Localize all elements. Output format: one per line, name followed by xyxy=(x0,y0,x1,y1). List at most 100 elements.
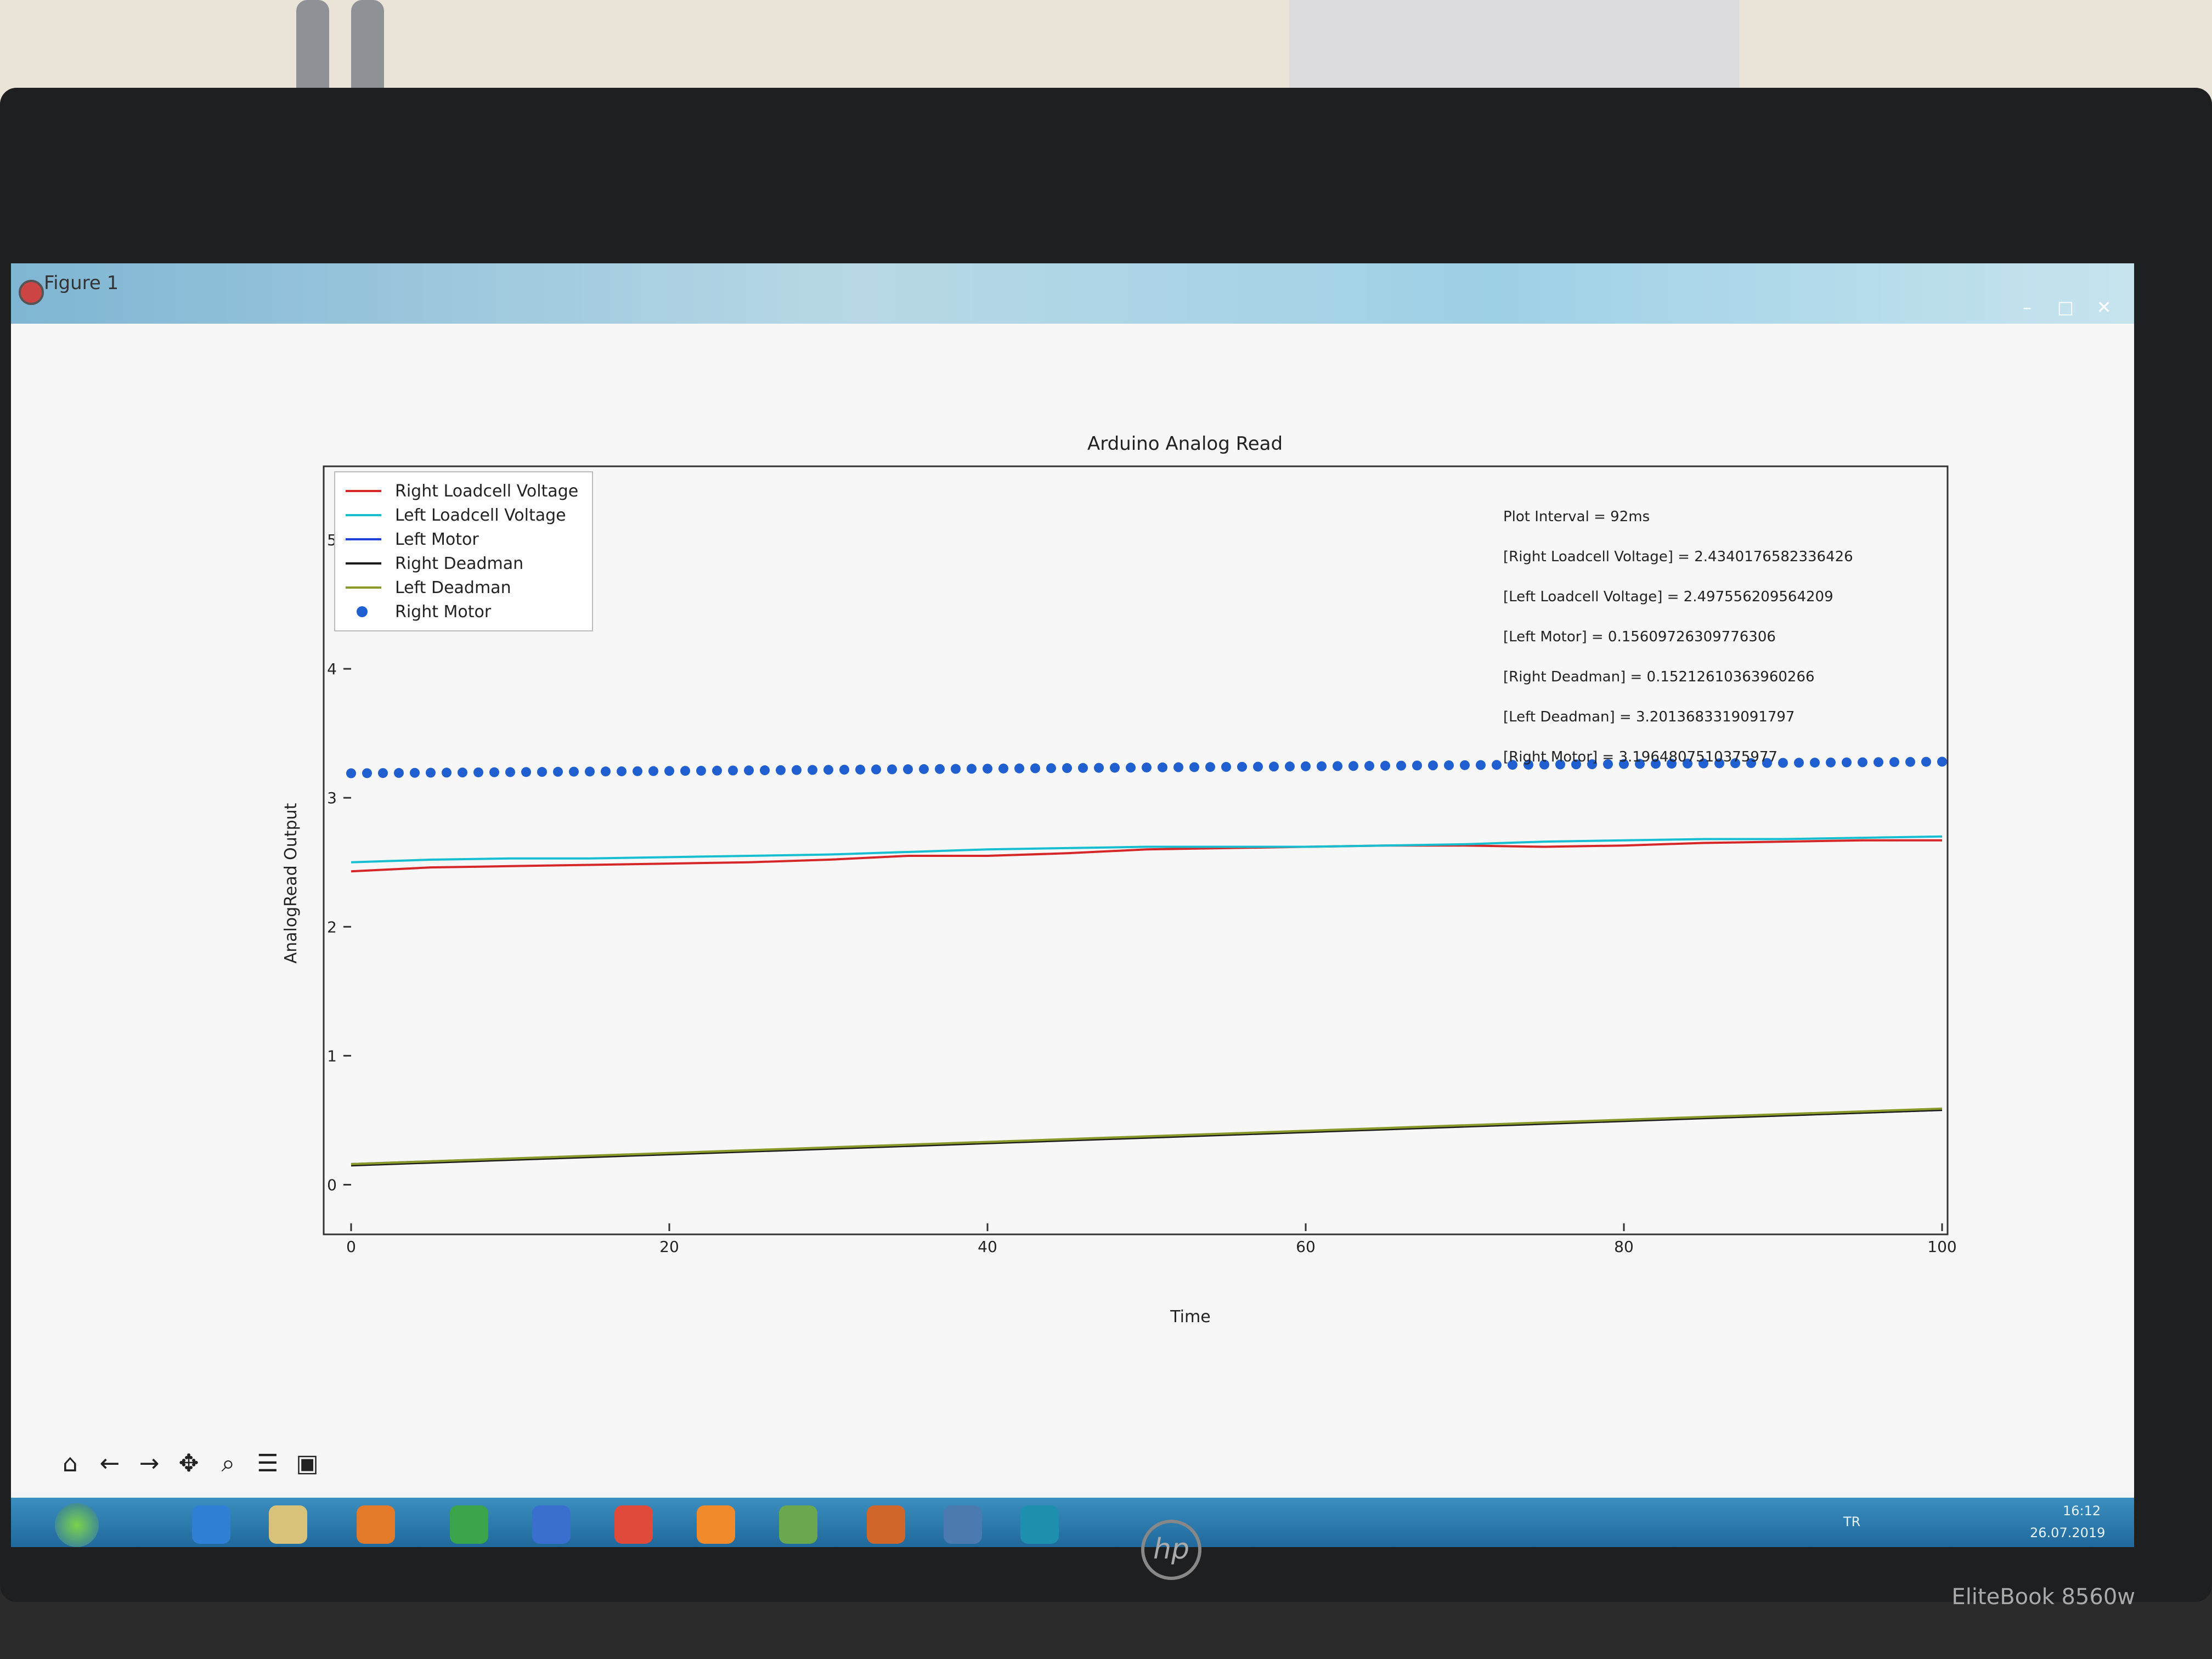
hp-logo: hp xyxy=(1141,1520,1201,1580)
pan-icon[interactable]: ✥ xyxy=(178,1449,199,1477)
right-motor-marker xyxy=(1730,758,1740,769)
x-tick-label: 60 xyxy=(1296,1238,1316,1256)
x-tick-label: 0 xyxy=(346,1238,356,1256)
right-motor-marker xyxy=(505,767,515,777)
right-motor-marker xyxy=(1269,761,1279,772)
right-motor-marker xyxy=(648,766,658,776)
right-motor-marker xyxy=(489,767,499,777)
window-titlebar: Figure 1 – □ ✕ xyxy=(11,263,2134,324)
internet-explorer-icon[interactable] xyxy=(192,1505,230,1544)
right-motor-marker xyxy=(362,768,372,778)
legend-label: Left Deadman xyxy=(395,578,511,597)
right-motor-marker xyxy=(1587,759,1597,770)
right-motor-marker xyxy=(1476,760,1486,770)
start-button[interactable] xyxy=(55,1503,99,1547)
right-motor-marker xyxy=(473,767,483,777)
legend: Right Loadcell Voltage Left Loadcell Volt… xyxy=(334,471,593,631)
right-motor-marker xyxy=(1348,761,1358,771)
zoom-icon[interactable]: ⌕ xyxy=(221,1449,235,1477)
legend-label: Left Loadcell Voltage xyxy=(395,506,566,525)
right-motor-marker xyxy=(1651,759,1661,769)
right-motor-marker xyxy=(1078,763,1088,773)
right-motor-marker xyxy=(1810,758,1820,768)
right-motor-marker xyxy=(1699,758,1708,769)
laptop-model-label: EliteBook 8560w xyxy=(1951,1584,2135,1610)
right-motor-marker xyxy=(1603,759,1613,769)
file-explorer-icon[interactable] xyxy=(269,1505,307,1544)
chrome-icon[interactable] xyxy=(614,1505,653,1544)
python-icon[interactable] xyxy=(944,1505,982,1544)
firefox-icon[interactable] xyxy=(697,1505,735,1544)
plot-frame xyxy=(323,465,1949,1235)
x-axis-label: Time xyxy=(1170,1307,1210,1327)
maximize-button[interactable]: □ xyxy=(2057,297,2074,318)
stock-app-icon[interactable] xyxy=(450,1505,488,1544)
annotation-text: [Left Loadcell Voltage] = 2.497556209564… xyxy=(1503,589,1833,605)
right-motor-marker xyxy=(1874,757,1883,768)
right-motor-marker xyxy=(1364,761,1374,771)
right-motor-marker xyxy=(919,764,929,774)
right-motor-marker xyxy=(346,768,356,778)
right-motor-marker xyxy=(442,768,452,778)
annotation-text: [Right Motor] = 3.1964807510375977 xyxy=(1503,749,1778,765)
legend-label: Right Loadcell Voltage xyxy=(395,482,578,501)
right-motor-marker xyxy=(1444,760,1454,770)
chart-title: Arduino Analog Read xyxy=(1087,433,1283,455)
legend-label: Left Motor xyxy=(395,530,479,549)
arduino-icon[interactable] xyxy=(1020,1505,1059,1544)
right-motor-marker xyxy=(1173,762,1183,772)
right-motor-marker xyxy=(1858,757,1867,768)
minimize-button[interactable]: – xyxy=(2023,297,2032,318)
right-motor-marker xyxy=(1762,758,1772,768)
right-motor-marker xyxy=(680,766,690,776)
windows-taskbar: TR 16:12 26.07.2019 xyxy=(11,1498,2134,1547)
right-motor-marker xyxy=(1333,761,1342,771)
media-player-icon[interactable] xyxy=(357,1505,395,1544)
clock-date[interactable]: 26.07.2019 xyxy=(2030,1525,2106,1541)
right-motor-marker xyxy=(1794,758,1804,768)
annotation-text: [Left Motor] = 0.15609726309776306 xyxy=(1503,629,1776,645)
matlab-icon[interactable] xyxy=(867,1505,905,1544)
right-motor-marker xyxy=(1683,758,1692,769)
wifi-app-icon[interactable] xyxy=(532,1505,571,1544)
clock-time[interactable]: 16:12 xyxy=(2063,1503,2101,1519)
legend-label: Right Deadman xyxy=(395,554,523,573)
app-icon[interactable] xyxy=(779,1505,817,1544)
right-motor-marker xyxy=(1412,760,1422,771)
right-motor-marker xyxy=(1301,761,1311,771)
close-button[interactable]: ✕ xyxy=(2096,297,2112,318)
save-icon[interactable]: ▣ xyxy=(296,1449,319,1477)
window-title: Figure 1 xyxy=(44,272,119,294)
right-motor-marker xyxy=(1189,762,1199,772)
left-deadman-line xyxy=(351,1107,1943,1165)
right-motor-marker xyxy=(1030,763,1040,774)
y-tick-label: 3 xyxy=(327,789,337,807)
right-motor-marker xyxy=(569,766,579,777)
right-motor-marker xyxy=(1046,763,1056,774)
x-tick-label: 100 xyxy=(1927,1238,1956,1256)
right-motor-marker xyxy=(521,767,531,777)
right-motor-marker xyxy=(394,768,404,778)
right-motor-marker xyxy=(1523,759,1533,770)
right-motor-marker xyxy=(760,765,770,776)
right-motor-marker xyxy=(1778,758,1788,768)
right-motor-marker xyxy=(1253,761,1263,772)
right-motor-marker xyxy=(1428,760,1438,771)
forward-arrow-icon[interactable]: → xyxy=(139,1449,160,1477)
home-icon[interactable]: ⌂ xyxy=(63,1449,78,1477)
right-motor-marker xyxy=(951,764,961,774)
right-motor-marker xyxy=(1237,761,1247,772)
back-arrow-icon[interactable]: ← xyxy=(99,1449,120,1477)
language-indicator[interactable]: TR xyxy=(1843,1514,1861,1530)
configure-subplots-icon[interactable]: ☰ xyxy=(257,1449,279,1477)
figure-canvas: Arduino Analog Read 0 20 40 60 80 100 0 1 2 3 4 5 T… xyxy=(11,324,2134,1492)
right-motor-marker xyxy=(633,766,642,776)
right-motor-marker xyxy=(1492,760,1502,770)
annotation-text: Plot Interval = 92ms xyxy=(1503,509,1650,525)
right-motor-marker xyxy=(808,765,817,775)
right-motor-marker xyxy=(1921,757,1931,767)
y-tick-label: 0 xyxy=(327,1176,337,1194)
right-motor-marker xyxy=(1667,758,1677,769)
right-motor-marker xyxy=(1826,757,1836,768)
right-motor-marker xyxy=(1842,757,1852,768)
